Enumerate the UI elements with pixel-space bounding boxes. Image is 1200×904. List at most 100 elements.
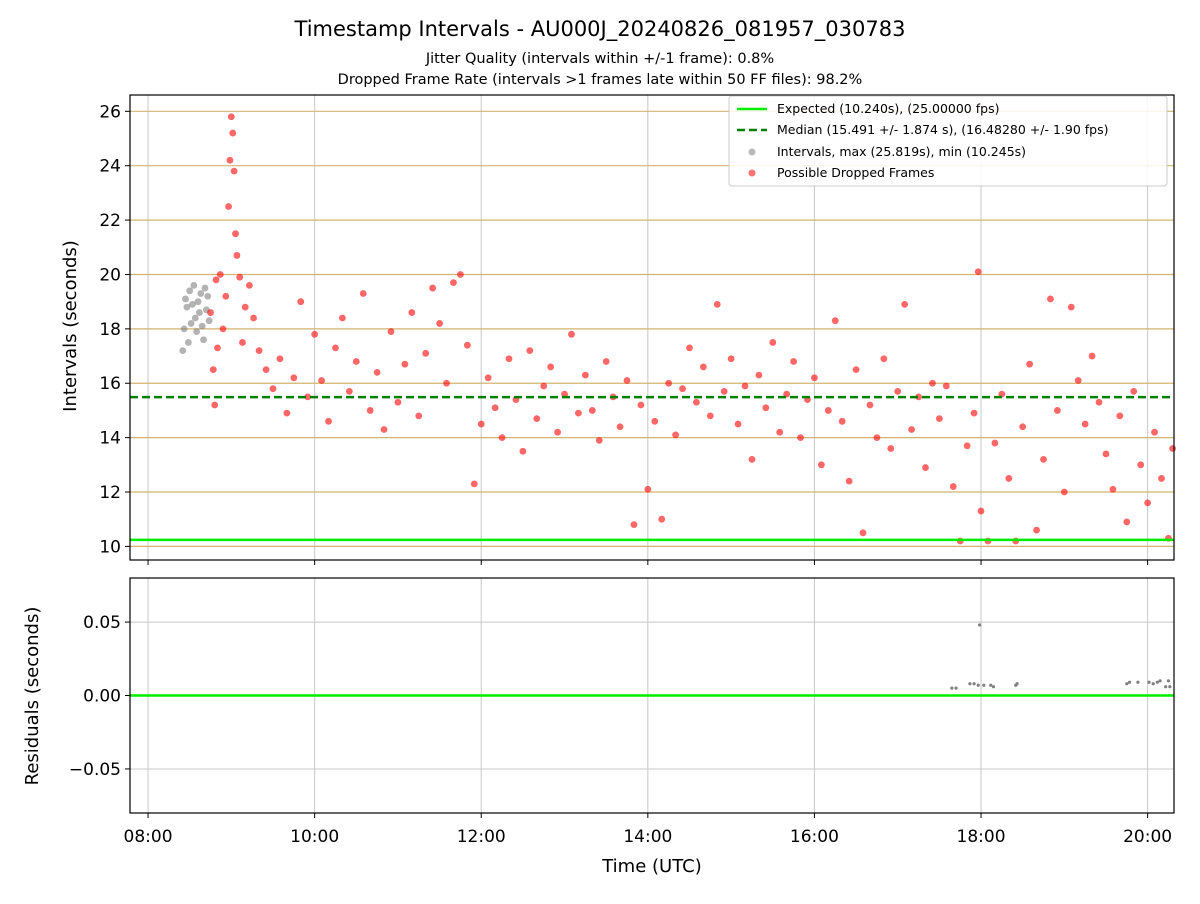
dropped-frame-point xyxy=(991,439,999,447)
dropped-frame-point xyxy=(533,415,541,422)
legend-label-intervals: Intervals, max (25.819s), min (10.245s) xyxy=(777,144,1026,159)
dropped-frame-point xyxy=(1060,488,1068,496)
interval-point xyxy=(191,314,199,322)
residual-point xyxy=(976,683,980,687)
dropped-frame-point xyxy=(1123,518,1131,526)
residual-point xyxy=(982,683,986,687)
dropped-frame-point xyxy=(422,349,430,357)
dropped-frame-point xyxy=(519,447,527,455)
dropped-frame-point xyxy=(233,252,241,259)
dropped-frame-point xyxy=(339,314,346,322)
subtitle-dropped: Dropped Frame Rate (intervals >1 frames … xyxy=(338,72,863,88)
dropped-frame-point xyxy=(276,355,284,363)
dropped-frame-point xyxy=(817,461,825,469)
dropped-frame-point xyxy=(1088,352,1096,360)
dropped-frame-point xyxy=(1158,475,1165,482)
top-y-tick-label: 16 xyxy=(99,374,121,394)
dropped-frame-point xyxy=(1095,398,1103,406)
dropped-frame-point xyxy=(665,379,673,387)
dropped-frame-point xyxy=(949,483,957,490)
interval-point xyxy=(196,309,203,316)
x-tick-label: 20:00 xyxy=(1123,827,1172,847)
top-y-tick-label: 26 xyxy=(99,102,121,122)
dropped-frame-point xyxy=(1019,423,1027,431)
dropped-frame-point xyxy=(380,426,388,433)
interval-point xyxy=(204,292,212,300)
dropped-frame-point xyxy=(366,407,374,414)
dropped-frame-point xyxy=(443,379,450,387)
dropped-frame-point xyxy=(942,382,950,390)
bottom-y-tick-label: 0.05 xyxy=(83,613,121,633)
dropped-frame-point xyxy=(651,417,659,425)
dropped-frame-point xyxy=(866,401,874,409)
dropped-frame-point xyxy=(484,374,492,382)
dropped-frame-point xyxy=(852,366,860,374)
dropped-frame-point xyxy=(1040,455,1047,463)
residual-point xyxy=(1168,685,1172,689)
dropped-frame-point xyxy=(470,480,478,488)
dropped-frame-point xyxy=(230,167,238,175)
interval-point xyxy=(193,328,201,335)
residual-point xyxy=(1164,685,1168,689)
dropped-frame-point xyxy=(283,409,291,417)
legend-label-expected: Expected (10.240s), (25.00000 fps) xyxy=(777,101,999,116)
interval-point xyxy=(189,300,196,308)
top-y-tick-label: 20 xyxy=(99,265,121,285)
residual-point xyxy=(1147,680,1151,684)
dropped-frame-point xyxy=(207,309,214,316)
dropped-frame-point xyxy=(727,355,735,363)
dropped-frame-point xyxy=(491,404,499,412)
residual-point xyxy=(1158,679,1162,683)
dropped-frame-point xyxy=(706,412,714,420)
residuals-plot: 08:00 10:00 12:00 14:00 16:00 18:00 20:00 −0.05… xyxy=(69,577,1175,847)
dropped-frame-point xyxy=(250,314,257,322)
subtitle-jitter: Jitter Quality (intervals within +/-1 fr… xyxy=(425,51,774,67)
residual-point xyxy=(1166,679,1171,683)
dropped-frame-point xyxy=(436,320,443,327)
dropped-frame-point xyxy=(1074,377,1082,384)
dropped-frame-point xyxy=(679,385,686,393)
top-y-tick-label: 18 xyxy=(99,320,121,340)
dropped-frame-point xyxy=(963,442,971,450)
dropped-frame-point xyxy=(1053,407,1061,414)
dropped-frame-point xyxy=(245,281,253,289)
interval-point xyxy=(197,290,205,297)
dropped-frame-point xyxy=(693,398,700,406)
dropped-frame-point xyxy=(998,390,1006,398)
dropped-frame-point xyxy=(1116,412,1124,420)
dropped-frame-point xyxy=(450,279,457,287)
residual-point xyxy=(972,682,976,686)
x-tick-label: 14:00 xyxy=(623,827,672,847)
dropped-frame-point xyxy=(977,507,985,515)
residual-point xyxy=(1151,682,1155,686)
dropped-frame-point xyxy=(297,298,305,306)
x-tick-label: 12:00 xyxy=(457,827,506,847)
dropped-frame-point xyxy=(359,290,367,297)
interval-point xyxy=(184,339,192,346)
dropped-frame-point xyxy=(1137,461,1145,469)
bottom-y-tick-label: 0.00 xyxy=(83,687,121,707)
x-tick-label: 08:00 xyxy=(124,827,173,847)
dropped-frame-point xyxy=(824,407,832,414)
dropped-frame-point xyxy=(318,377,325,384)
dropped-frame-point xyxy=(908,426,916,433)
dropped-frame-point xyxy=(575,409,582,417)
dropped-frame-point xyxy=(269,385,277,393)
residual-point xyxy=(1015,682,1019,686)
dropped-frame-point xyxy=(373,368,381,376)
dropped-frame-point xyxy=(1109,485,1117,493)
dropped-frame-point xyxy=(222,292,230,300)
dropped-frame-point xyxy=(637,401,645,409)
interval-point xyxy=(194,298,202,306)
legend-label-dropped: Possible Dropped Frames xyxy=(777,165,934,180)
dropped-frame-point xyxy=(1033,526,1040,534)
dropped-frame-point xyxy=(211,401,219,409)
dropped-frame-point xyxy=(547,363,555,371)
residual-point xyxy=(978,623,982,627)
dropped-frame-point xyxy=(811,374,818,382)
dropped-frame-point xyxy=(859,529,867,537)
dropped-frame-point xyxy=(387,328,395,335)
dropped-frame-point xyxy=(239,339,246,346)
series-group xyxy=(207,113,1177,545)
